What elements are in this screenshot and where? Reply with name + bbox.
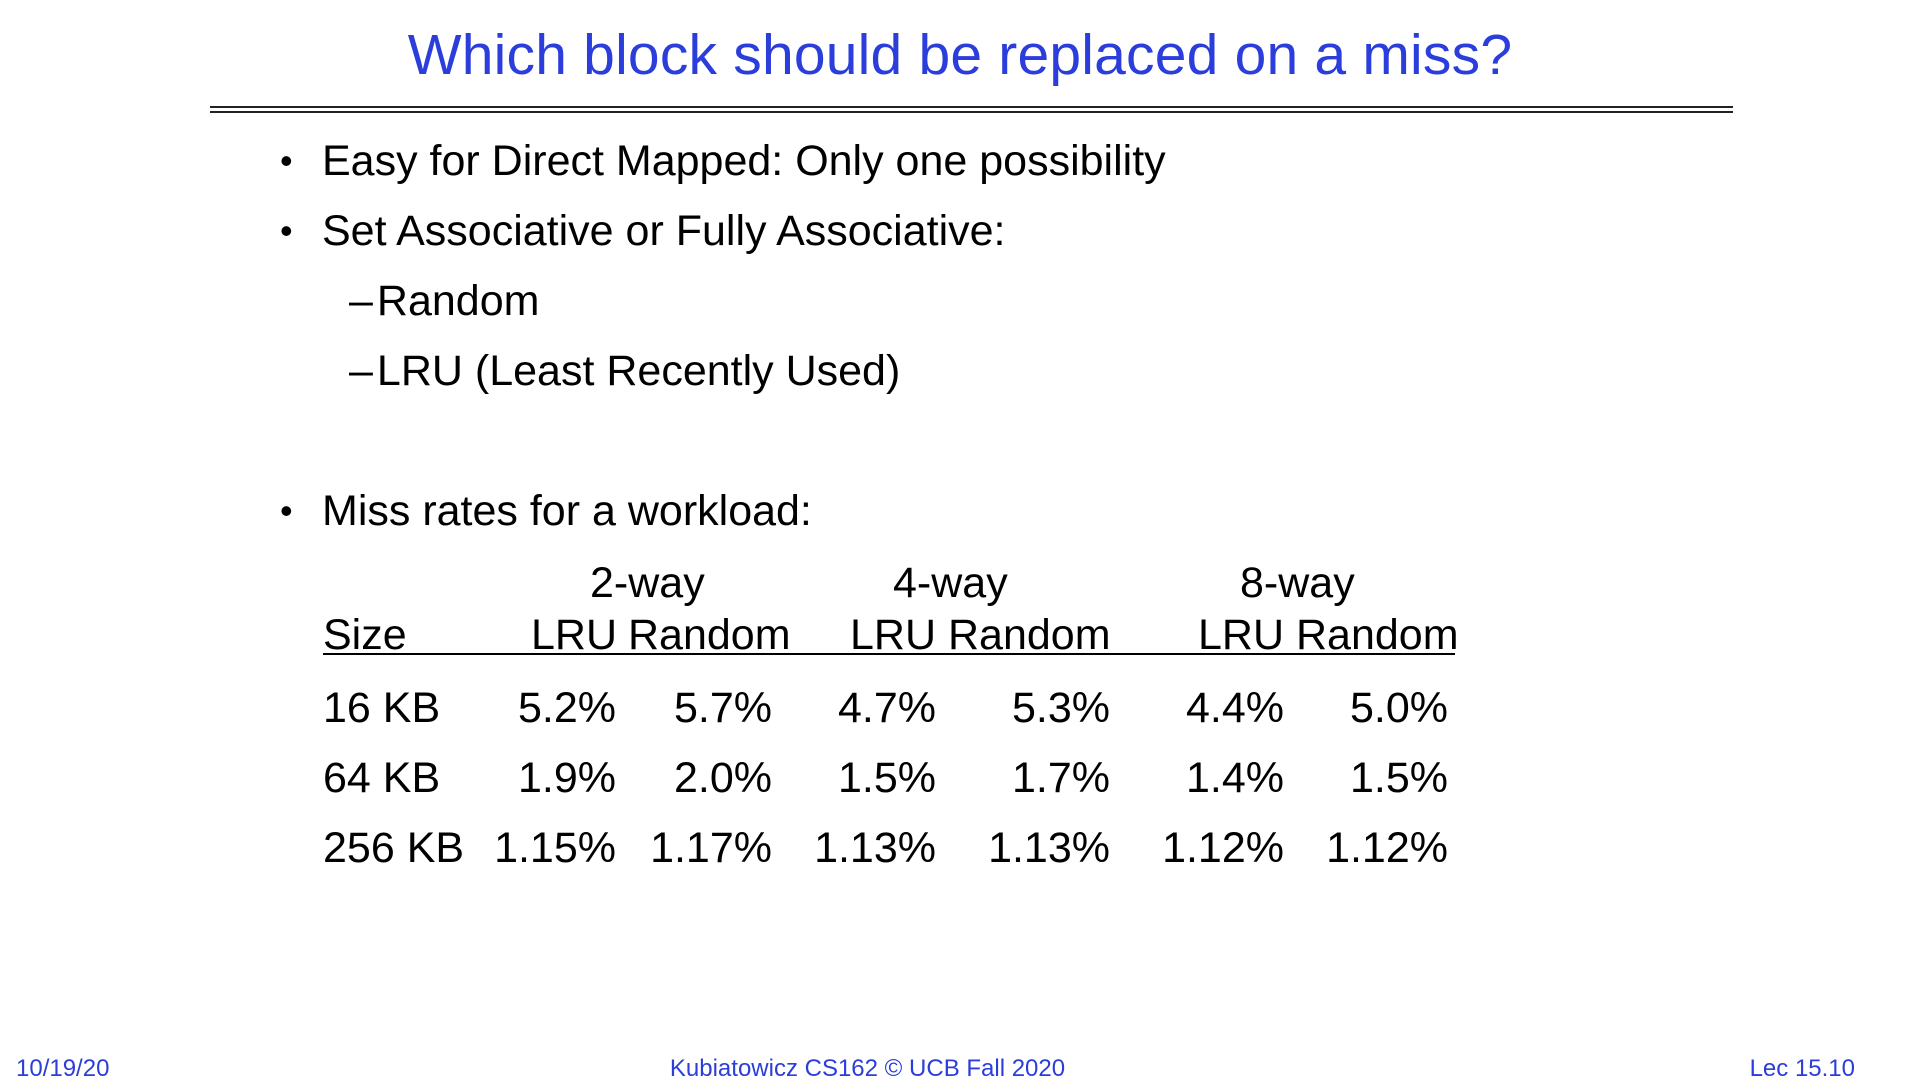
value-cell: 4.7% — [837, 684, 936, 732]
column-header-lru: LRU — [1198, 611, 1285, 659]
value-cell: 2.0% — [673, 754, 772, 802]
value-cell: 1.12% — [1162, 824, 1284, 872]
value-cell: 1.5% — [837, 754, 936, 802]
dash-marker: – — [349, 347, 373, 395]
value-cell: 4.4% — [1185, 684, 1284, 732]
value-cell: 5.3% — [1011, 684, 1110, 732]
column-header-lru: LRU — [531, 611, 618, 659]
bullet-text: Easy for Direct Mapped: Only one possibi… — [322, 137, 1166, 185]
group-header-8way: 8-way — [1240, 559, 1355, 607]
column-header-size: Size — [323, 611, 407, 659]
value-cell: 1.4% — [1185, 754, 1284, 802]
row-size: 16 KB — [323, 684, 441, 732]
bullet-text: Miss rates for a workload: — [322, 487, 812, 535]
column-header-lru: LRU — [850, 611, 937, 659]
bullet-dot: • — [280, 140, 293, 181]
sub-bullet-random: –Random — [349, 276, 539, 326]
slide-title: Which block should be replaced on a miss… — [407, 23, 1513, 87]
value-cell: 1.12% — [1326, 824, 1448, 872]
bullet-direct-mapped: • Easy for Direct Mapped: Only one possib… — [280, 136, 1166, 186]
title-divider-top — [210, 106, 1733, 108]
column-header-random: Random — [1296, 611, 1459, 659]
dash-marker: – — [349, 277, 373, 325]
value-cell: 1.5% — [1349, 754, 1448, 802]
bullet-dot: • — [280, 490, 293, 531]
value-cell: 5.0% — [1349, 684, 1448, 732]
table-header-underline — [323, 653, 1455, 655]
row-size: 64 KB — [323, 754, 441, 802]
group-header-2way: 2-way — [590, 559, 705, 607]
sub-bullet-lru: –LRU (Least Recently Used) — [349, 346, 900, 396]
bullet-set-associative: • Set Associative or Fully Associative: — [280, 206, 1006, 256]
column-header-random: Random — [948, 611, 1111, 659]
value-cell: 5.2% — [517, 684, 616, 732]
group-header-4way: 4-way — [893, 559, 1008, 607]
value-cell: 1.7% — [1011, 754, 1110, 802]
footer-course: Kubiatowicz CS162 © UCB Fall 2020 — [669, 1055, 1066, 1082]
bullet-text: Set Associative or Fully Associative: — [322, 207, 1006, 255]
value-cell: 5.7% — [673, 684, 772, 732]
value-cell: 1.15% — [494, 824, 616, 872]
bullet-miss-rates: • Miss rates for a workload: — [280, 486, 812, 536]
footer-date: 10/19/20 — [16, 1055, 110, 1082]
bullet-dot: • — [280, 210, 293, 251]
value-cell: 1.13% — [814, 824, 936, 872]
value-cell: 1.9% — [517, 754, 616, 802]
row-size: 256 KB — [323, 824, 465, 872]
sub-bullet-text: Random — [376, 277, 540, 325]
value-cell: 1.13% — [988, 824, 1110, 872]
column-header-random: Random — [628, 611, 791, 659]
footer-lecture: Lec 15.10 — [1749, 1055, 1855, 1082]
sub-bullet-text: LRU (Least Recently Used) — [376, 347, 901, 395]
value-cell: 1.17% — [650, 824, 772, 872]
title-divider-bottom — [210, 111, 1733, 113]
